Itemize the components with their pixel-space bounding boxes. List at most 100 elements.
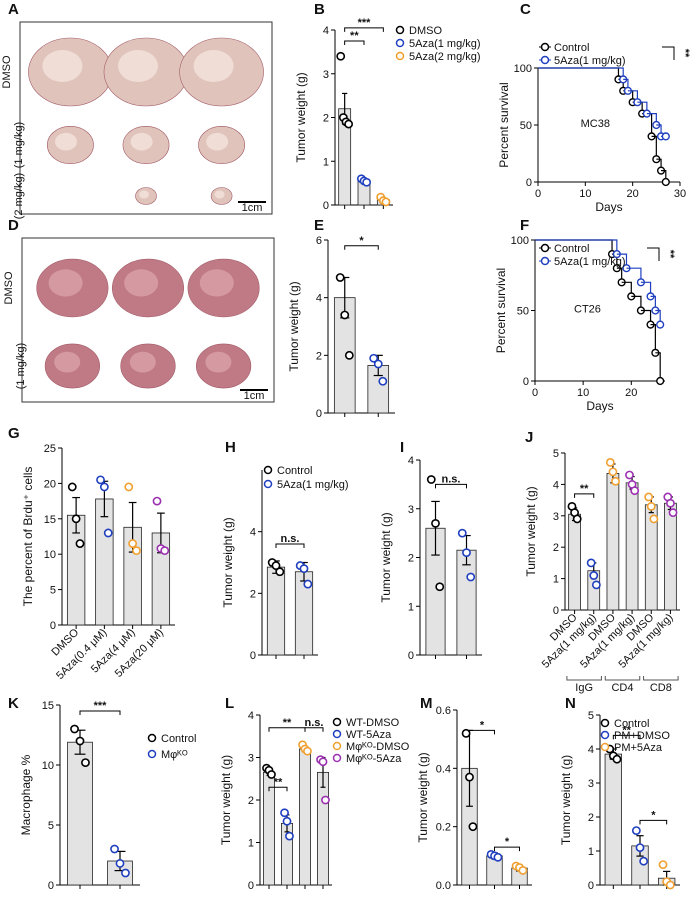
legend-label: WT-5Aza: [346, 729, 392, 741]
data-point: [99, 482, 109, 492]
data-point: [605, 458, 615, 467]
data-point: [103, 528, 113, 538]
bar: [568, 513, 581, 611]
y-tick-label: 2: [553, 542, 559, 554]
data-point: [465, 772, 474, 782]
panel-letter: E: [314, 217, 324, 234]
row-label: (1 mg/kg): [15, 343, 27, 389]
y-tick-label: 100: [511, 235, 529, 247]
legend-label: WT-DMSO: [346, 717, 400, 729]
y-tick-label: 100: [514, 63, 532, 75]
legend-label: 5Aza(2 mg/kg): [409, 51, 481, 63]
tumor-highlight: [48, 269, 83, 297]
legend-marker: [600, 730, 610, 740]
survival-step: [626, 267, 642, 283]
data-point: [303, 746, 312, 756]
y-tick-label: 4: [316, 293, 322, 305]
legend-marker: [332, 729, 342, 739]
survival-marker: [661, 132, 670, 141]
data-point: [303, 579, 313, 589]
legend-marker: [600, 742, 610, 752]
row-label: DMSO: [3, 271, 15, 304]
sig-label: **: [274, 776, 283, 788]
sig-label: **: [664, 250, 676, 259]
data-point: [110, 844, 119, 854]
data-point: [71, 514, 81, 524]
data-point: [318, 757, 328, 767]
y-tick-label: 25: [44, 443, 56, 455]
y-tick-label: 3: [323, 69, 329, 81]
data-point: [639, 856, 649, 866]
sig-label: n.s.: [442, 473, 461, 485]
y-tick-label: 0: [250, 650, 256, 662]
y-tick-label: 15: [44, 514, 56, 526]
scale-label: 1cm: [244, 390, 265, 402]
y-tick-label: 4: [553, 479, 559, 491]
tumor-highlight: [193, 50, 234, 82]
y-tick-label: 5: [50, 585, 56, 597]
y-tick-label: 3: [553, 511, 559, 523]
bar: [606, 473, 620, 611]
tumor-highlight: [130, 132, 153, 151]
y-tick-label: 6: [316, 235, 322, 247]
legend-label: 5Aza(1 mg/kg): [554, 256, 626, 268]
bar: [266, 566, 286, 656]
group-label: CD4: [611, 682, 633, 694]
data-point: [369, 353, 379, 363]
y-tick-label: 3: [248, 753, 254, 765]
row-label: 5Aza: [0, 353, 3, 379]
data-point: [275, 567, 285, 577]
survival-step: [616, 267, 623, 283]
data-point: [646, 501, 656, 511]
survival-step: [655, 309, 661, 325]
legend-label: 5Aza(1 mg/kg): [409, 38, 481, 50]
y-tick-label: 0.6: [436, 705, 451, 717]
legend-marker: [540, 243, 550, 253]
data-point: [493, 852, 503, 862]
legend-marker: [147, 749, 157, 759]
data-point: [344, 119, 354, 129]
tumor-highlight: [139, 190, 149, 199]
panel-letter: I: [400, 439, 404, 456]
data-point: [518, 866, 528, 875]
legend-marker: [263, 465, 273, 475]
survival-step: [535, 239, 618, 255]
group-label: CD8: [650, 682, 672, 694]
scale-label: 1cm: [242, 202, 263, 214]
data-point: [267, 770, 276, 779]
survival-step: [640, 281, 652, 297]
legend-label: Control: [161, 733, 196, 745]
sig-label: *: [359, 235, 364, 247]
data-point: [608, 467, 618, 477]
data-point: [362, 177, 372, 187]
panel-letter: B: [314, 1, 325, 18]
data-point: [321, 795, 330, 805]
legend-label: Control: [554, 42, 589, 54]
survival-marker: [656, 376, 665, 386]
data-point: [344, 350, 354, 360]
data-point: [462, 548, 471, 558]
y-axis-label: Tumor weight (g): [416, 752, 430, 842]
legend-marker: [332, 717, 342, 727]
tumor-highlight: [214, 190, 225, 199]
y-tick-label: 50: [517, 306, 529, 318]
x-tick-label: 0: [535, 188, 541, 200]
legend-label: Mφᴷᴼ: [161, 749, 188, 761]
data-point: [625, 470, 634, 480]
bar: [604, 753, 622, 886]
legend-marker: [147, 733, 157, 743]
row-label: DMSO: [1, 55, 13, 88]
y-tick-label: 4: [250, 527, 256, 539]
y-axis-label: Percent survival: [497, 82, 511, 167]
y-tick-label: 1: [248, 838, 254, 850]
y-tick-label: 5: [553, 448, 559, 460]
legend-label: Mφᴷᴼ-5Aza: [346, 753, 402, 765]
panel-letter: M: [420, 695, 433, 712]
data-point: [461, 728, 471, 738]
sig-bracket: [469, 729, 495, 735]
legend-label: Control: [554, 243, 589, 255]
legend-label: PM+5Aza: [614, 742, 663, 754]
tumor-highlight: [55, 132, 77, 151]
tumor-highlight: [42, 50, 83, 82]
sig-bracket: [79, 710, 121, 715]
